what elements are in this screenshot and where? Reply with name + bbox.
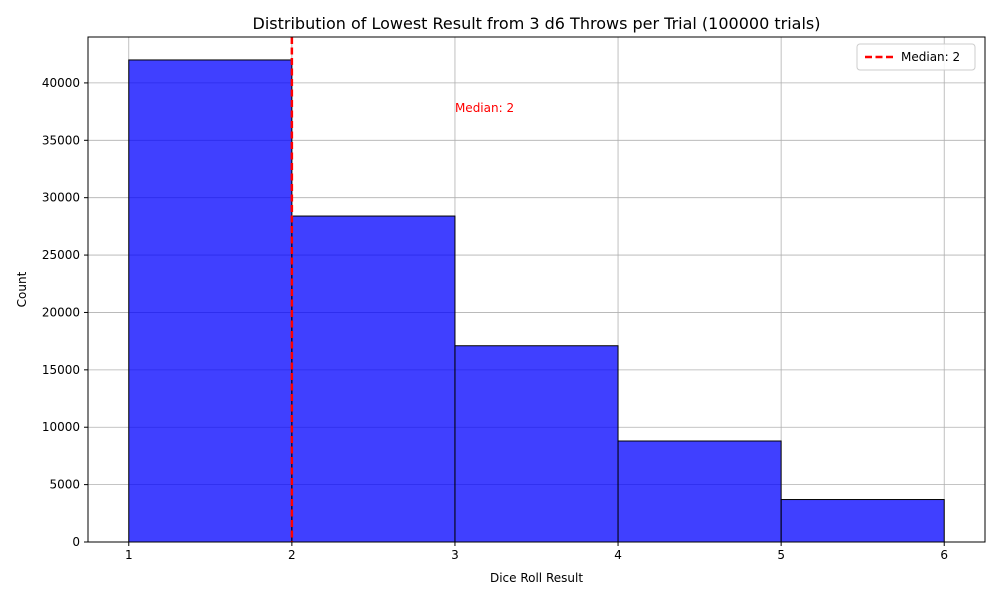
y-tick-label: 35000 [42,133,80,147]
x-tick-label: 5 [777,548,785,562]
x-tick-label: 6 [940,548,948,562]
y-tick-label: 15000 [42,363,80,377]
x-tick-label: 3 [451,548,459,562]
y-tick-label: 10000 [42,420,80,434]
ticks: 1 2 3 4 5 6 0 5000 10000 15000 20000 25000 30000 3500… [42,76,948,562]
histogram-bar [780,499,945,543]
y-tick-label: 25000 [42,248,80,262]
y-tick-label: 40000 [42,76,80,90]
axes-frame [87,36,986,543]
histogram-bar [128,59,293,543]
chart-title: Distribution of Lowest Result from 3 d6 … [253,14,821,33]
y-axis-label: Count [15,271,29,307]
legend-box [856,43,976,71]
median-annotation: Median: 2 [455,101,514,115]
y-tick-label: 30000 [42,191,80,205]
x-axis-label: Dice Roll Result [490,571,583,585]
y-tick-label: 0 [72,535,80,549]
y-tick-label: 5000 [49,478,80,492]
x-tick-label: 1 [125,548,133,562]
y-tick-label: 20000 [42,305,80,319]
bars [128,59,945,543]
histogram-bar [617,440,782,543]
histogram-bar [454,345,619,543]
x-tick-label: 4 [614,548,622,562]
legend: Median: 2 [856,43,976,71]
histogram-bar [291,215,456,543]
x-tick-label: 2 [288,548,296,562]
legend-median-label: Median: 2 [901,50,960,64]
